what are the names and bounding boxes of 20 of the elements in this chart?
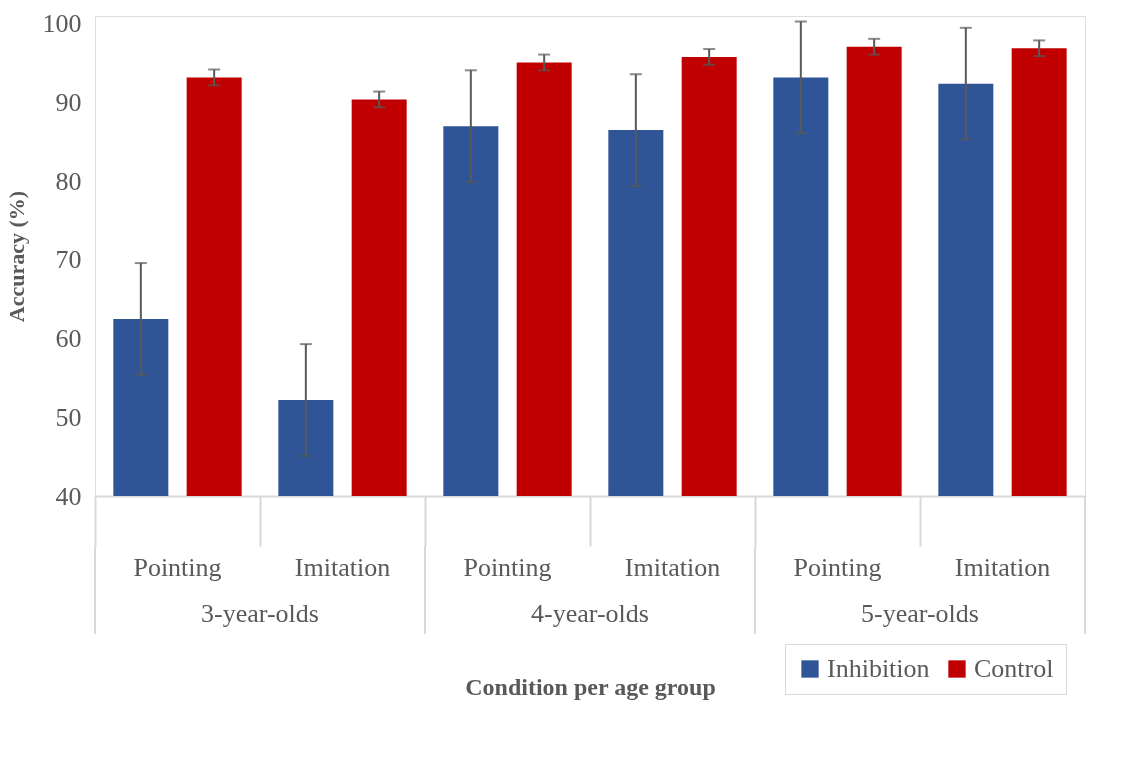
x-tick-label: Imitation bbox=[294, 552, 391, 582]
y-tick-label: 40 bbox=[55, 481, 82, 511]
legend-label: Inhibition bbox=[827, 654, 930, 683]
text: 5-year-olds bbox=[861, 599, 979, 628]
y-tick-label: 70 bbox=[55, 245, 82, 275]
legend-label: Control bbox=[974, 654, 1054, 683]
x-tick-label: Imitation bbox=[954, 552, 1051, 582]
x-tick-label: Imitation bbox=[624, 552, 721, 582]
x-tick-label: Pointing bbox=[463, 552, 552, 582]
text: 4-year-olds bbox=[531, 599, 649, 628]
text: 3-year-olds bbox=[201, 599, 319, 628]
x-tick-label: Pointing bbox=[133, 552, 222, 582]
x-tick-label: Pointing bbox=[793, 552, 882, 582]
y-tick-label: 100 bbox=[42, 9, 82, 39]
y-tick-label: 50 bbox=[55, 402, 82, 432]
y-tick-label: 90 bbox=[55, 88, 82, 118]
y-tick-label: 80 bbox=[55, 166, 82, 196]
x-axis-title: Condition per age group bbox=[465, 673, 716, 700]
y-axis-title: Accuracy (%) bbox=[3, 190, 29, 323]
y-tick-label: 60 bbox=[55, 324, 82, 354]
